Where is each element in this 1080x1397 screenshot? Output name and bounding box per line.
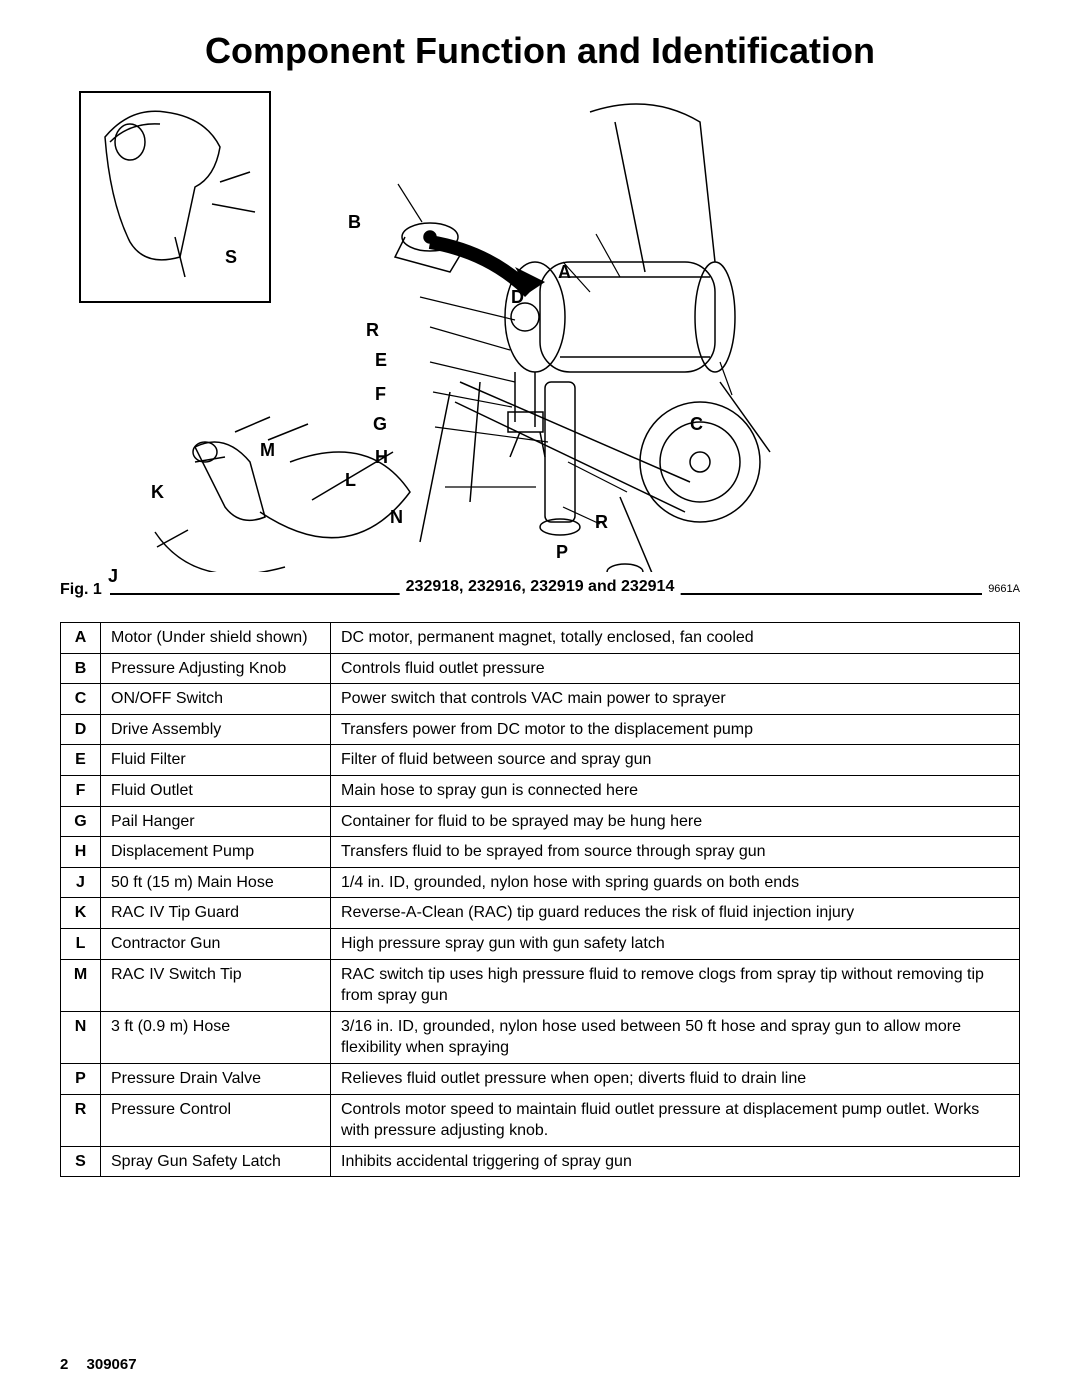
component-name: Pail Hanger xyxy=(101,806,331,837)
component-description: DC motor, permanent magnet, totally encl… xyxy=(331,623,1020,654)
table-row: PPressure Drain ValveRelieves fluid outl… xyxy=(61,1063,1020,1094)
component-letter: D xyxy=(61,714,101,745)
table-row: N3 ft (0.9 m) Hose3/16 in. ID, grounded,… xyxy=(61,1011,1020,1063)
component-description: Inhibits accidental triggering of spray … xyxy=(331,1146,1020,1177)
component-name: 50 ft (15 m) Main Hose xyxy=(101,867,331,898)
table-row: SSpray Gun Safety LatchInhibits accident… xyxy=(61,1146,1020,1177)
component-description: Filter of fluid between source and spray… xyxy=(331,745,1020,776)
table-row: FFluid OutletMain hose to spray gun is c… xyxy=(61,775,1020,806)
callout-N: N xyxy=(390,507,403,528)
component-name: Pressure Drain Valve xyxy=(101,1063,331,1094)
component-description: Transfers fluid to be sprayed from sourc… xyxy=(331,837,1020,868)
table-row: RPressure ControlControls motor speed to… xyxy=(61,1094,1020,1146)
component-table: AMotor (Under shield shown)DC motor, per… xyxy=(60,622,1020,1177)
component-letter: N xyxy=(61,1011,101,1063)
component-name: Contractor Gun xyxy=(101,928,331,959)
table-row: MRAC IV Switch TipRAC switch tip uses hi… xyxy=(61,959,1020,1011)
component-description: RAC switch tip uses high pressure fluid … xyxy=(331,959,1020,1011)
component-letter: M xyxy=(61,959,101,1011)
component-letter: H xyxy=(61,837,101,868)
component-name: Spray Gun Safety Latch xyxy=(101,1146,331,1177)
page-title: Component Function and Identification xyxy=(60,30,1020,72)
table-row: BPressure Adjusting KnobControls fluid o… xyxy=(61,653,1020,684)
figure-caption-row: Fig. 1 232918, 232916, 232919 and 232914… xyxy=(60,580,1020,600)
component-description: Reverse-A-Clean (RAC) tip guard reduces … xyxy=(331,898,1020,929)
callout-D: D xyxy=(511,287,524,308)
callout-B: B xyxy=(348,212,361,233)
callout-E: E xyxy=(375,350,387,371)
component-diagram: S B A D R E F G H C M L K N R P J xyxy=(60,82,1020,572)
component-name: Pressure Adjusting Knob xyxy=(101,653,331,684)
image-code: 9661A xyxy=(982,583,1020,595)
component-description: Transfers power from DC motor to the dis… xyxy=(331,714,1020,745)
component-name: RAC IV Switch Tip xyxy=(101,959,331,1011)
table-row: KRAC IV Tip GuardReverse-A-Clean (RAC) t… xyxy=(61,898,1020,929)
component-name: RAC IV Tip Guard xyxy=(101,898,331,929)
component-description: Container for fluid to be sprayed may be… xyxy=(331,806,1020,837)
callout-C: C xyxy=(690,414,703,435)
component-name: 3 ft (0.9 m) Hose xyxy=(101,1011,331,1063)
component-letter: A xyxy=(61,623,101,654)
component-name: ON/OFF Switch xyxy=(101,684,331,715)
component-letter: J xyxy=(61,867,101,898)
callout-P: P xyxy=(556,542,568,563)
component-description: Relieves fluid outlet pressure when open… xyxy=(331,1063,1020,1094)
page-footer: 2 309067 xyxy=(60,1356,137,1373)
figure-label: Fig. 1 xyxy=(60,581,102,599)
component-letter: S xyxy=(61,1146,101,1177)
callout-R-top: R xyxy=(366,320,379,341)
component-description: 3/16 in. ID, grounded, nylon hose used b… xyxy=(331,1011,1020,1063)
component-letter: B xyxy=(61,653,101,684)
component-name: Fluid Outlet xyxy=(101,775,331,806)
component-name: Pressure Control xyxy=(101,1094,331,1146)
component-description: Main hose to spray gun is connected here xyxy=(331,775,1020,806)
table-row: HDisplacement PumpTransfers fluid to be … xyxy=(61,837,1020,868)
table-row: EFluid FilterFilter of fluid between sou… xyxy=(61,745,1020,776)
component-letter: E xyxy=(61,745,101,776)
callout-M: M xyxy=(260,440,275,461)
callout-R-bottom: R xyxy=(595,512,608,533)
component-letter: G xyxy=(61,806,101,837)
component-description: 1/4 in. ID, grounded, nylon hose with sp… xyxy=(331,867,1020,898)
callout-G: G xyxy=(373,414,387,435)
component-description: Controls motor speed to maintain fluid o… xyxy=(331,1094,1020,1146)
component-letter: F xyxy=(61,775,101,806)
component-name: Displacement Pump xyxy=(101,837,331,868)
table-row: CON/OFF SwitchPower switch that controls… xyxy=(61,684,1020,715)
component-letter: R xyxy=(61,1094,101,1146)
callout-S: S xyxy=(225,247,237,268)
component-letter: L xyxy=(61,928,101,959)
table-row: J50 ft (15 m) Main Hose1/4 in. ID, groun… xyxy=(61,867,1020,898)
component-name: Motor (Under shield shown) xyxy=(101,623,331,654)
document-number: 309067 xyxy=(87,1356,137,1373)
callout-H: H xyxy=(375,447,388,468)
models-caption: 232918, 232916, 232919 and 232914 xyxy=(400,578,681,596)
callout-L: L xyxy=(345,470,356,491)
table-row: GPail HangerContainer for fluid to be sp… xyxy=(61,806,1020,837)
table-row: LContractor GunHigh pressure spray gun w… xyxy=(61,928,1020,959)
component-description: High pressure spray gun with gun safety … xyxy=(331,928,1020,959)
callout-A: A xyxy=(558,262,571,283)
table-row: AMotor (Under shield shown)DC motor, per… xyxy=(61,623,1020,654)
component-name: Drive Assembly xyxy=(101,714,331,745)
callout-F: F xyxy=(375,384,386,405)
table-row: DDrive AssemblyTransfers power from DC m… xyxy=(61,714,1020,745)
component-name: Fluid Filter xyxy=(101,745,331,776)
callout-K: K xyxy=(151,482,164,503)
component-description: Controls fluid outlet pressure xyxy=(331,653,1020,684)
component-letter: K xyxy=(61,898,101,929)
component-letter: C xyxy=(61,684,101,715)
component-letter: P xyxy=(61,1063,101,1094)
page-number: 2 xyxy=(60,1356,68,1373)
component-description: Power switch that controls VAC main powe… xyxy=(331,684,1020,715)
